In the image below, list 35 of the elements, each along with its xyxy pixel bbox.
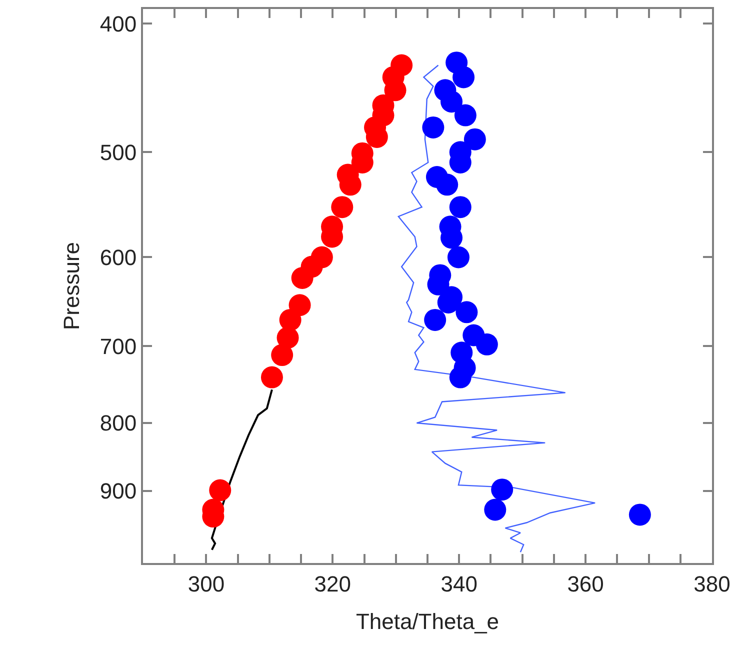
point	[424, 308, 446, 331]
point	[484, 498, 506, 521]
point	[476, 333, 498, 356]
point	[260, 366, 283, 388]
point	[291, 266, 314, 289]
y-axis-title: Pressure	[59, 242, 84, 330]
x-tick-label: 360	[567, 571, 604, 596]
point	[276, 326, 299, 349]
point	[209, 479, 232, 502]
x-tick-label: 320	[314, 571, 352, 596]
point	[440, 90, 463, 113]
point	[454, 104, 476, 126]
x-tick-label: 380	[694, 571, 730, 596]
point	[436, 174, 458, 196]
x-tick-label: 300	[188, 571, 225, 596]
point	[452, 66, 475, 88]
y-tick-label: 400	[100, 11, 137, 36]
y-tick-label: 600	[100, 244, 137, 270]
point	[491, 478, 514, 501]
point	[464, 128, 486, 150]
point	[279, 308, 302, 331]
point	[456, 301, 478, 324]
point	[449, 196, 472, 218]
y-tick-label: 800	[100, 410, 137, 436]
point	[331, 196, 354, 218]
x-axis-title: Theta/Theta_e	[356, 608, 500, 634]
line-series	[398, 64, 596, 553]
point	[447, 246, 470, 268]
x-tick-label: 340	[440, 571, 478, 596]
point	[628, 504, 651, 526]
point	[271, 344, 294, 366]
y-tick-label: 700	[100, 334, 137, 359]
point	[422, 116, 444, 138]
y-tick-label: 900	[100, 478, 137, 504]
y-tick-label: 500	[100, 140, 137, 165]
